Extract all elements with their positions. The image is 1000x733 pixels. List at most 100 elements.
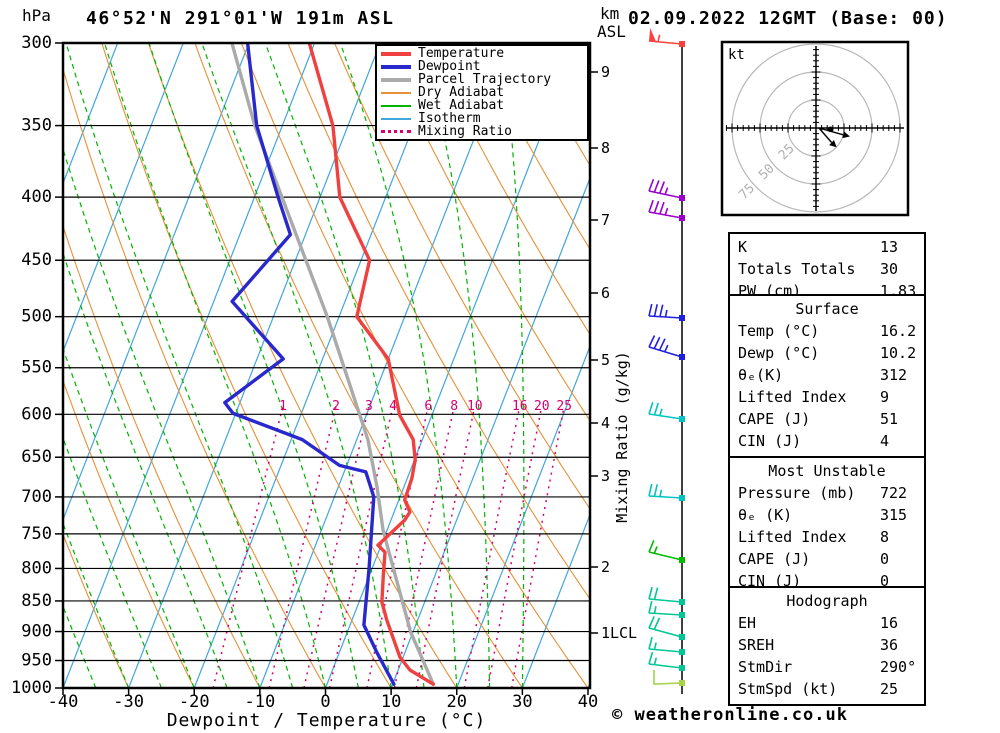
wind-barb-full-tick — [648, 483, 653, 497]
temperature-tick-label: -10 — [245, 692, 276, 712]
storm-motion-vector — [818, 127, 833, 143]
lcl-label: LCL — [610, 624, 637, 642]
temperature-tick-label: -20 — [179, 692, 210, 712]
temperature-axis-label: Dewpoint / Temperature (°C) — [166, 710, 487, 731]
wind-barb-full-tick — [648, 651, 654, 665]
wind-barb-full-tick — [648, 335, 656, 348]
wind-barb-staff — [648, 495, 683, 499]
wind-barb-half-tick — [653, 657, 658, 665]
mixing-ratio-value-label: 25 — [556, 399, 572, 414]
wind-barb-full-tick — [659, 304, 664, 317]
wind-barb-staff — [648, 612, 683, 616]
table-row: CAPE (J) 51 — [730, 408, 924, 430]
temperature-tick-label: 20 — [447, 692, 467, 712]
wind-barb-staff — [648, 648, 683, 653]
storm-motion-arrowhead — [842, 131, 850, 139]
legend-swatch-dotted — [381, 130, 411, 133]
temperature-curve — [307, 43, 435, 686]
table-row: EH 16 — [730, 612, 924, 634]
wind-barb-half-tick — [664, 309, 668, 318]
table-row: Lifted Index 8 — [730, 526, 924, 548]
altitude-tick-label: 3 — [601, 467, 610, 485]
pressure-tick-label: 750 — [21, 524, 52, 544]
wind-barb — [648, 616, 685, 640]
pressure-tick-label: 900 — [21, 622, 52, 642]
mixing-ratio-axis-label: Mixing Ratio (g/kg) — [613, 351, 631, 523]
pressure-tick-label: 600 — [21, 404, 52, 424]
axis-ticks-and-labels: 3003504004505005506006507007508008509009… — [11, 33, 610, 712]
table-row-label: CAPE (J) — [738, 410, 811, 428]
isotherm-line — [259, 43, 512, 688]
wind-barb-full-tick — [659, 181, 665, 194]
isotherm-line — [521, 512, 590, 688]
legend-label: Dry Adiabat — [418, 85, 505, 100]
calm-wind-staff — [653, 670, 683, 685]
wind-barb-full-tick — [653, 617, 661, 630]
altitude-tick-label: 6 — [601, 284, 610, 302]
table-row: CAPE (J) 0 — [730, 548, 924, 570]
wet-adiabat-line — [63, 521, 130, 688]
wind-barb — [648, 178, 685, 201]
table-row-label: Pressure (mb) — [738, 484, 856, 502]
wind-barb — [648, 586, 685, 605]
legend-label: Wet Adiabat — [418, 98, 505, 113]
table-row: CIN (J) 4 — [730, 430, 924, 452]
table-row-value: 51 — [880, 410, 899, 428]
wind-barb-full-tick — [648, 616, 655, 629]
table-row-value: 13 — [880, 238, 899, 256]
isotherm-line — [193, 43, 447, 688]
dry-adiabat-line — [427, 43, 590, 336]
wind-barb-full-tick — [648, 199, 654, 213]
wind-barb — [648, 540, 685, 563]
table-row: SREH 36 — [730, 634, 924, 656]
wind-barb — [648, 28, 685, 47]
table-row: K 13 — [730, 236, 924, 258]
wind-barb-staff — [648, 598, 683, 603]
table-row-value: 36 — [880, 636, 899, 654]
mixing-ratio-value-label: 10 — [467, 399, 483, 414]
mixing-ratio-value-label: 1 — [279, 399, 287, 414]
table-title: Hodograph — [786, 592, 868, 610]
sounding-curves — [223, 43, 435, 686]
run-datetime: 02.09.2022 12GMT (Base: 00) — [628, 8, 948, 29]
legend-swatch-thick — [381, 51, 411, 56]
info-table-most-unstable: Most Unstable Pressure (mb) 722 θₑ (K) 315 Li… — [728, 456, 926, 590]
table-row-value: 9 — [880, 388, 890, 406]
wind-barb-full-tick — [648, 600, 653, 614]
mixing-ratio-line — [328, 406, 394, 688]
altitude-tick-label: 8 — [601, 139, 610, 157]
wind-barb-half-tick — [657, 34, 661, 42]
mixing-ratio-value-label: 2 — [332, 399, 340, 414]
table-row-label: θₑ (K) — [738, 506, 793, 524]
wind-barb-pennant — [649, 28, 656, 42]
wind-barb-staff — [648, 663, 683, 669]
altitude-axis-unit-asl: ASL — [597, 22, 626, 41]
wet-adiabat-line — [148, 43, 359, 688]
wind-barb — [648, 636, 685, 655]
isotherm-line — [63, 43, 250, 522]
table-row-label: Totals Totals — [738, 260, 856, 278]
table-row-value: 0 — [880, 572, 890, 590]
storm-motion-arrowhead — [829, 139, 837, 148]
wind-barb — [653, 670, 685, 686]
temperature-tick-label: 30 — [512, 692, 532, 712]
pressure-axis-unit: hPa — [22, 6, 51, 25]
mixing-ratio-line — [212, 406, 284, 688]
legend-swatch-thin — [381, 91, 411, 94]
wind-barb-half-tick — [664, 344, 669, 353]
table-row-label: EH — [738, 614, 757, 632]
mixing-ratio-value-label: 3 — [365, 399, 373, 414]
table-row-label: StmDir — [738, 658, 793, 676]
table-row-value: 312 — [880, 366, 908, 384]
info-table-surface: Surface Temp (°C) 16.2 Dewp (°C) 10.2 θₑ(K) 31… — [728, 294, 926, 458]
table-row-value: 315 — [880, 506, 908, 524]
wind-barb — [648, 303, 685, 321]
table-row: Pressure (mb) 722 — [730, 482, 924, 504]
wind-barb-half-tick — [659, 408, 663, 416]
station-title: 46°52'N 291°01'W 191m ASL — [86, 8, 395, 29]
table-row-value: 16 — [880, 614, 899, 632]
table-row-label: CAPE (J) — [738, 550, 811, 568]
wet-adiabat-line — [501, 43, 525, 688]
pressure-tick-label: 450 — [21, 250, 52, 270]
